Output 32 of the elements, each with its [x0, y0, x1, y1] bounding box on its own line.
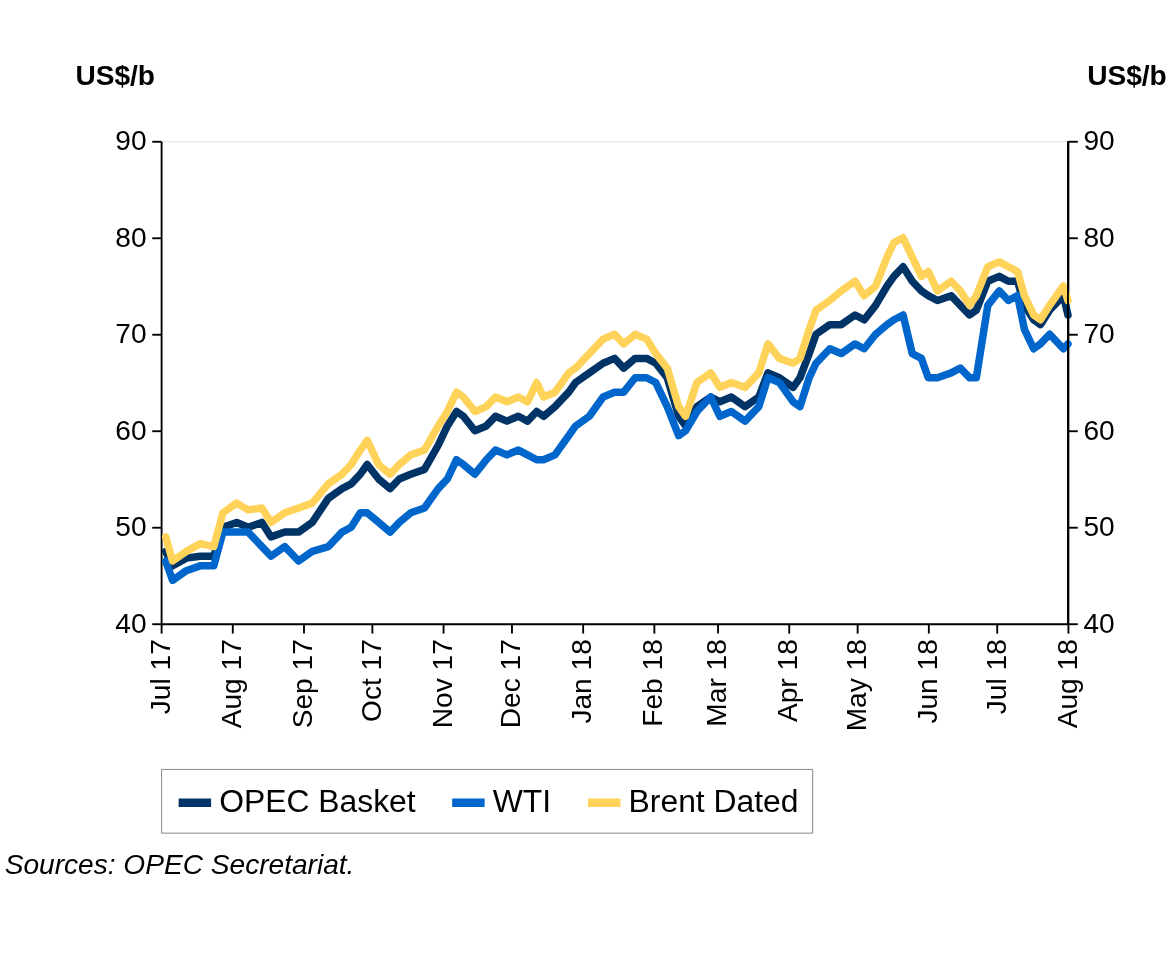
y-tick-label: 60 — [115, 414, 147, 446]
x-tick-label: Jan 18 — [566, 639, 598, 724]
x-tick-label: Jun 18 — [912, 639, 944, 724]
x-tick-label: Aug 18 — [1051, 639, 1083, 729]
x-tick-label: Dec 17 — [495, 639, 527, 729]
legend-label: OPEC Basket — [219, 783, 416, 820]
y2-tick-label: 50 — [1083, 511, 1115, 543]
x-tick-label: Sep 17 — [287, 639, 319, 729]
y-tick-label: 90 — [115, 125, 147, 157]
y-tick-label: 80 — [115, 221, 147, 253]
legend-label: Brent Dated — [628, 783, 799, 820]
x-tick-label: Aug 17 — [216, 639, 248, 729]
x-tick-label: May 18 — [841, 639, 873, 732]
y2-tick-label: 90 — [1083, 125, 1115, 157]
x-tick-label: Feb 18 — [637, 639, 669, 727]
legend-label: WTI — [492, 783, 552, 820]
x-tick-label: Oct 17 — [355, 639, 387, 722]
x-tick-label: Nov 17 — [426, 639, 458, 729]
y2-tick-label: 60 — [1083, 414, 1115, 446]
y2-axis-title: US$/b — [1087, 59, 1167, 91]
y-axis-title: US$/b — [75, 59, 156, 91]
x-tick-label: Apr 18 — [772, 639, 804, 722]
y-tick-label: 50 — [115, 511, 147, 543]
y-tick-label: 70 — [115, 318, 147, 350]
y2-tick-label: 80 — [1083, 221, 1115, 253]
source-note: Sources: OPEC Secretariat. — [4, 849, 355, 881]
y-tick-label: 40 — [115, 607, 147, 639]
x-tick-label: Jul 17 — [145, 639, 177, 715]
y2-tick-label: 70 — [1083, 318, 1115, 350]
x-tick-label: Jul 18 — [980, 639, 1012, 715]
x-tick-label: Mar 18 — [701, 639, 733, 727]
y2-tick-label: 40 — [1083, 607, 1115, 639]
